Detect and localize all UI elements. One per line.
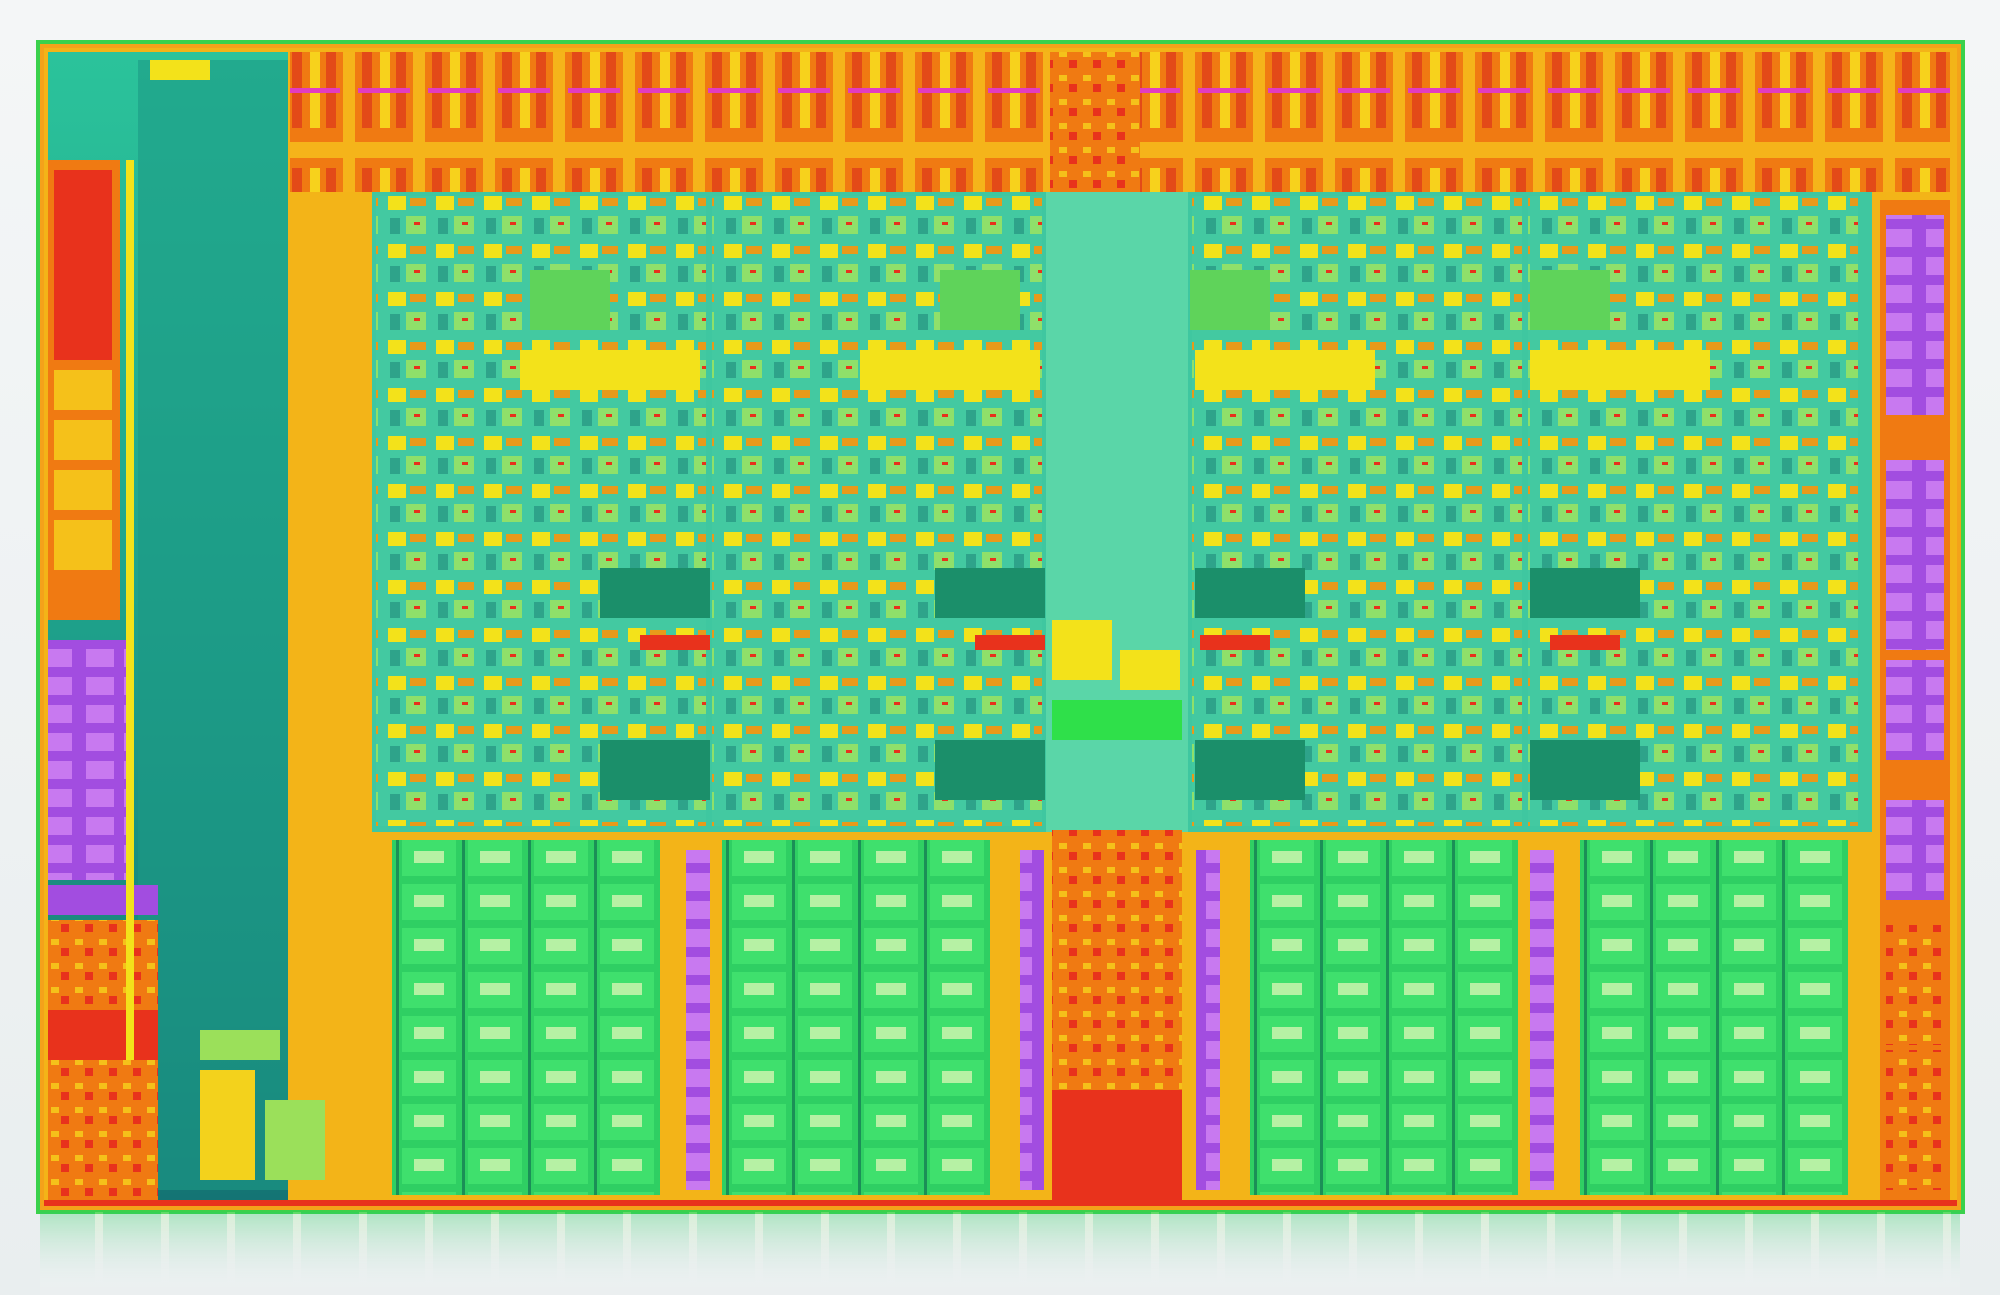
die-reflection: [40, 1212, 1960, 1295]
reflection-fade: [40, 1212, 1960, 1295]
reflection-mirror: [40, 1212, 1960, 1295]
core-blocks: [376, 196, 1858, 826]
